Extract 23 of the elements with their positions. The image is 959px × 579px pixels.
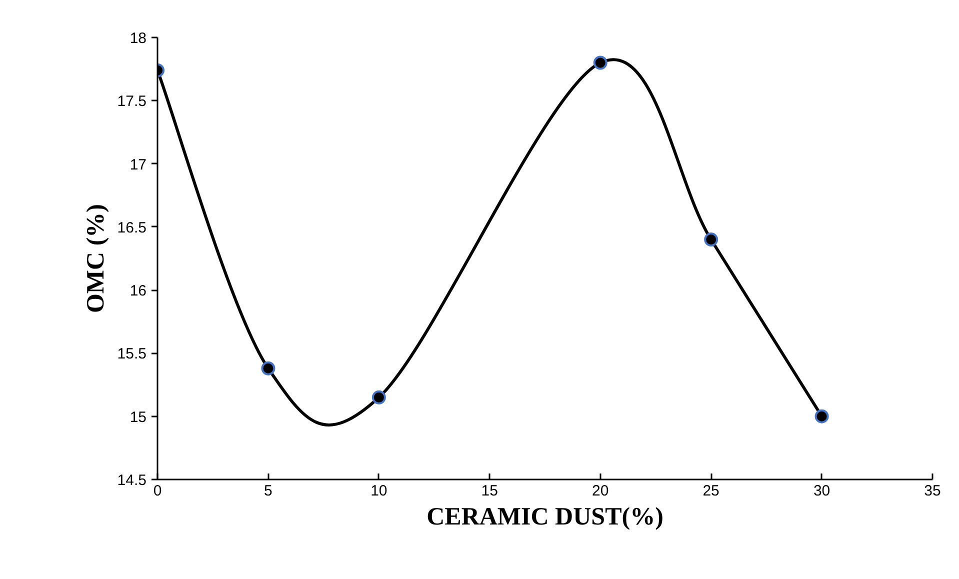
x-tick-label: 15 xyxy=(481,482,498,500)
point xyxy=(704,232,718,247)
y-axis-title: OMC (%) xyxy=(82,204,110,313)
x-tick-label: 10 xyxy=(370,482,388,500)
y-tick-label: 15 xyxy=(130,408,147,426)
y-tick-label: 15.5 xyxy=(117,346,147,363)
point xyxy=(261,361,276,376)
point xyxy=(593,56,608,70)
y-tick-label: 17.5 xyxy=(117,93,147,110)
y-tick-label: 16.5 xyxy=(117,219,147,236)
y-tick-label: 17 xyxy=(130,156,147,174)
x-tick-label: 30 xyxy=(813,482,830,500)
y-tick-label: 14.5 xyxy=(117,472,147,489)
y-tick-label: 18 xyxy=(130,30,147,47)
x-tick-label: 20 xyxy=(592,482,609,500)
y-tick-label: 16 xyxy=(130,282,147,300)
x-tick-label: 25 xyxy=(702,482,720,500)
point xyxy=(814,409,829,424)
x-tick-label: 0 xyxy=(153,482,162,500)
x-tick-label: 5 xyxy=(264,482,272,500)
x-tick-label: 35 xyxy=(924,482,941,500)
x-axis-title: CERAMIC DUST(%) xyxy=(426,504,664,530)
point xyxy=(372,390,386,404)
